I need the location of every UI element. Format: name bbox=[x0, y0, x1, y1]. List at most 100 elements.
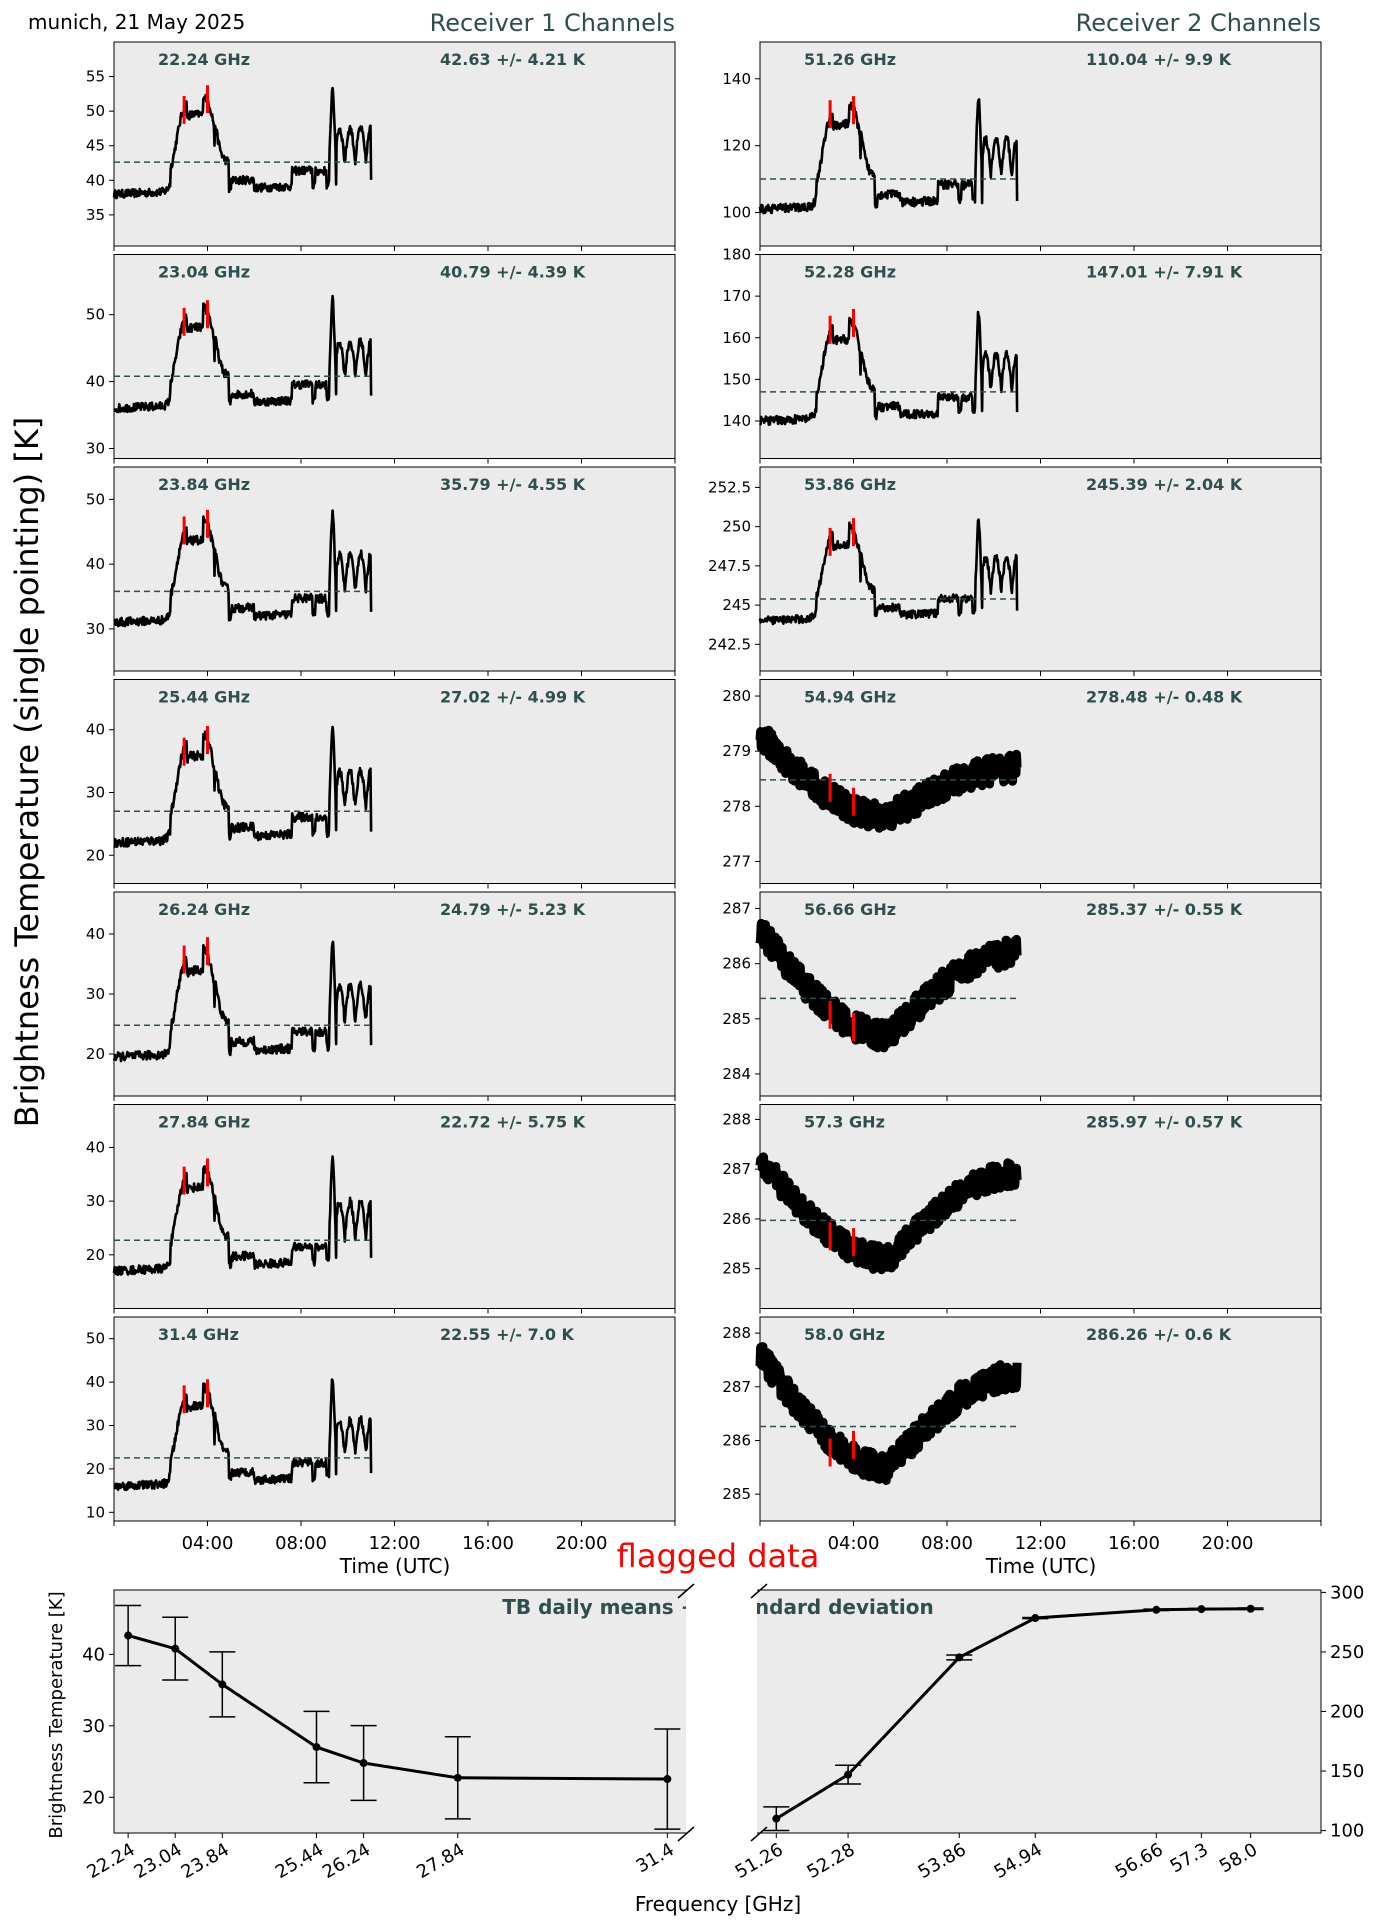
receiver2-title: Receiver 2 Channels bbox=[1076, 9, 1321, 37]
receiver1-title: Receiver 1 Channels bbox=[430, 9, 675, 37]
channel-panel: 285 286 287 288 58.0 GHz 286.26 +/- 0.6 K bbox=[722, 1316, 1322, 1526]
series-line bbox=[113, 509, 373, 628]
y-tick-label: 250 bbox=[722, 518, 751, 536]
y-tick-label: 30 bbox=[86, 1192, 105, 1210]
time-tick-label: 20:00 bbox=[1202, 1533, 1254, 1554]
panel-background bbox=[113, 254, 676, 459]
axis-break-mark bbox=[677, 1826, 695, 1842]
summary-x-tick-label: 52.28 bbox=[803, 1839, 858, 1883]
time-tick-label: 12:00 bbox=[1015, 1533, 1067, 1554]
y-tick-label: 40 bbox=[86, 925, 105, 943]
panel-background bbox=[759, 254, 1322, 459]
y-tick-label: 30 bbox=[86, 439, 105, 457]
y-tick-label: 287 bbox=[722, 900, 751, 918]
channel-mean-label: 147.01 +/- 7.91 K bbox=[1086, 263, 1243, 282]
y-tick-label: 30 bbox=[86, 620, 105, 638]
series-line bbox=[112, 1155, 373, 1276]
summary-x-tick-label: 23.84 bbox=[178, 1839, 233, 1883]
y-tick-label: 247.5 bbox=[708, 557, 751, 575]
channel-frequency-label: 31.4 GHz bbox=[158, 1325, 239, 1344]
channel-frequency-label: 27.84 GHz bbox=[158, 1113, 250, 1132]
time-tick-label: 04:00 bbox=[828, 1533, 880, 1554]
channel-panel: 100 120 140 51.26 GHz 110.04 +/- 9.9 K bbox=[722, 41, 1322, 251]
series-line bbox=[758, 98, 1019, 215]
y-tick-label: 120 bbox=[722, 137, 751, 155]
channel-panel: 277 278 279 280 54.94 GHz 278.48 +/- 0.48 K bbox=[722, 679, 1322, 889]
summary-y-tick-label: 100 bbox=[1330, 1821, 1364, 1842]
summary-y-tick-label: 20 bbox=[82, 1787, 105, 1808]
y-tick-label: 100 bbox=[722, 204, 751, 222]
series-line bbox=[759, 310, 1019, 426]
summary-x-tick-label: 31.4 bbox=[633, 1839, 678, 1877]
channel-mean-label: 278.48 +/- 0.48 K bbox=[1086, 688, 1243, 707]
channel-frequency-label: 53.86 GHz bbox=[804, 475, 896, 494]
channel-frequency-label: 22.24 GHz bbox=[158, 50, 250, 69]
panel-background bbox=[113, 679, 676, 884]
channel-panel: 20 30 40 26.24 GHz 24.79 +/- 5.23 K bbox=[86, 891, 676, 1101]
mean-point bbox=[218, 1680, 227, 1689]
y-tick-label: 50 bbox=[86, 306, 105, 324]
panel-background bbox=[113, 1316, 676, 1522]
channel-frequency-label: 52.28 GHz bbox=[804, 263, 896, 282]
series-line bbox=[113, 725, 373, 849]
panel-background bbox=[759, 41, 1322, 247]
series-line bbox=[113, 294, 373, 414]
channel-mean-label: 40.79 +/- 4.39 K bbox=[440, 263, 586, 282]
y-tick-label: 287 bbox=[722, 1378, 751, 1396]
channel-panel: 20 30 40 25.44 GHz 27.02 +/- 4.99 K bbox=[86, 679, 676, 889]
y-tick-label: 140 bbox=[722, 70, 751, 88]
panel-background bbox=[113, 466, 676, 672]
channel-panel: 35 40 45 50 55 22.24 GHz 42.63 +/- 4.21 K bbox=[86, 41, 676, 251]
channel-frequency-label: 26.24 GHz bbox=[158, 900, 250, 919]
mean-point bbox=[1031, 1614, 1040, 1623]
y-tick-label: 40 bbox=[86, 171, 105, 189]
channel-mean-label: 42.63 +/- 4.21 K bbox=[440, 50, 586, 69]
summary-x-tick-label: 51.26 bbox=[732, 1839, 787, 1883]
channel-panel: 10 20 30 40 50 31.4 GHz 22.55 +/- 7.0 K bbox=[86, 1316, 676, 1526]
axis-break-mark bbox=[677, 1583, 695, 1599]
summary-y-tick-label: 30 bbox=[82, 1716, 105, 1737]
mean-point bbox=[1152, 1605, 1161, 1614]
y-tick-label: 30 bbox=[86, 783, 105, 801]
y-tick-label: 277 bbox=[722, 852, 751, 870]
mean-point bbox=[663, 1775, 672, 1784]
time-tick-label: 08:00 bbox=[275, 1533, 327, 1554]
summary-y-tick-label: 40 bbox=[82, 1644, 105, 1665]
time-tick-label: 16:00 bbox=[1108, 1533, 1160, 1554]
summary-y-tick-label: 300 bbox=[1330, 1582, 1364, 1603]
channel-mean-label: 22.55 +/- 7.0 K bbox=[440, 1325, 575, 1344]
summary-y-tick-label: 250 bbox=[1330, 1642, 1364, 1663]
y-tick-label: 20 bbox=[86, 1045, 105, 1063]
summary-y-label: Brightness Temperature [K] bbox=[46, 1591, 67, 1838]
panel-background bbox=[113, 41, 676, 247]
mean-point bbox=[1246, 1604, 1255, 1613]
summary-x-tick-label: 58.0 bbox=[1216, 1839, 1261, 1877]
mean-point bbox=[453, 1773, 462, 1782]
time-tick-label: 20:00 bbox=[556, 1533, 608, 1554]
y-tick-label: 50 bbox=[86, 490, 105, 508]
panel-background bbox=[113, 891, 676, 1097]
y-tick-label: 40 bbox=[86, 1373, 105, 1391]
channel-panel: 30 40 50 23.04 GHz 40.79 +/- 4.39 K bbox=[86, 254, 676, 464]
channel-mean-label: 285.97 +/- 0.57 K bbox=[1086, 1113, 1243, 1132]
mean-point bbox=[171, 1644, 180, 1653]
y-tick-label: 288 bbox=[722, 1324, 751, 1342]
channel-frequency-label: 51.26 GHz bbox=[804, 50, 896, 69]
y-tick-label: 20 bbox=[86, 1246, 105, 1264]
series-line bbox=[755, 1342, 1022, 1485]
y-tick-label: 285 bbox=[722, 1010, 751, 1028]
y-tick-label: 20 bbox=[86, 846, 105, 864]
y-tick-label: 285 bbox=[722, 1485, 751, 1503]
panel-background bbox=[759, 891, 1322, 1097]
y-tick-label: 286 bbox=[722, 1210, 751, 1228]
summary-y-tick-label: 200 bbox=[1330, 1702, 1364, 1723]
y-tick-label: 278 bbox=[722, 797, 751, 815]
channel-frequency-label: 25.44 GHz bbox=[158, 688, 250, 707]
y-tick-label: 170 bbox=[722, 287, 751, 305]
time-tick-label: 12:00 bbox=[369, 1533, 421, 1554]
summary-x-tick-label: 23.04 bbox=[131, 1839, 186, 1883]
axis-break-gap bbox=[686, 1584, 757, 1839]
x-axis-label-right: Time (UTC) bbox=[985, 1554, 1097, 1578]
y-tick-label: 30 bbox=[86, 1417, 105, 1435]
